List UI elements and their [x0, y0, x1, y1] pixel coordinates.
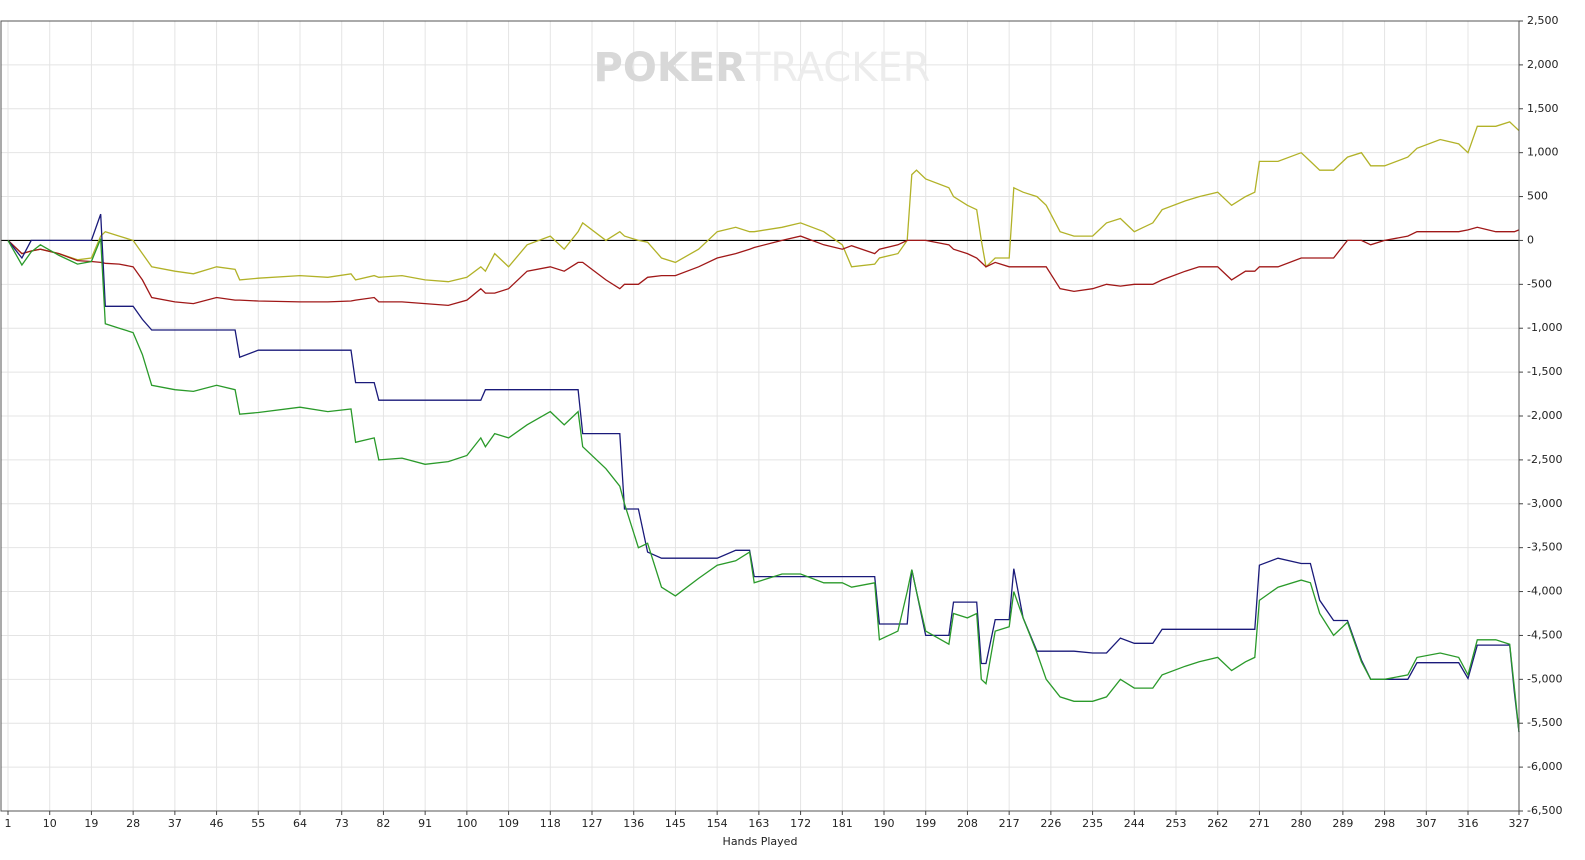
x-tick-label: 327 [1509, 817, 1530, 830]
x-tick-label: 289 [1332, 817, 1353, 830]
x-tick-label: 244 [1124, 817, 1145, 830]
y-tick-label: -4,500 [1527, 628, 1562, 641]
series-line [7, 213, 1520, 733]
x-tick-label: 280 [1291, 817, 1312, 830]
y-tick-label: 1,000 [1527, 146, 1559, 159]
x-tick-label: 55 [251, 817, 265, 830]
watermark: POKERTRACKER [594, 45, 931, 91]
x-tick-label: 154 [707, 817, 728, 830]
x-tick-label: 37 [168, 817, 182, 830]
x-tick-label: 10 [43, 817, 57, 830]
x-tick-label: 19 [84, 817, 98, 830]
x-tick-label: 73 [335, 817, 349, 830]
y-tick-label: -6,500 [1527, 804, 1562, 817]
x-tick-label: 199 [915, 817, 936, 830]
y-tick-label: -3,000 [1527, 497, 1562, 510]
x-tick-label: 307 [1416, 817, 1437, 830]
x-tick-label: 262 [1207, 817, 1228, 830]
y-tick-label: -500 [1527, 277, 1552, 290]
x-tick-label: 91 [418, 817, 432, 830]
y-tick-label: 2,000 [1527, 58, 1559, 71]
watermark-part: TRACKER [745, 45, 931, 91]
x-tick-label: 1 [5, 817, 12, 830]
series-line [7, 238, 1520, 733]
y-tick-label: -4,000 [1527, 585, 1562, 598]
x-tick-label: 190 [874, 817, 895, 830]
x-tick-label: 298 [1374, 817, 1395, 830]
watermark-part: POKER [594, 45, 746, 91]
x-axis-label: Hands Played [723, 835, 798, 848]
x-tick-label: 235 [1082, 817, 1103, 830]
x-tick-label: 316 [1458, 817, 1479, 830]
x-tick-label: 127 [582, 817, 603, 830]
x-tick-label: 253 [1166, 817, 1187, 830]
y-tick-label: 1,500 [1527, 102, 1559, 115]
x-tick-label: 82 [376, 817, 390, 830]
x-tick-label: 28 [126, 817, 140, 830]
y-tick-label: -1,000 [1527, 321, 1562, 334]
lines [1, 121, 1520, 733]
y-tick-label: 500 [1527, 190, 1548, 203]
y-tick-label: -5,000 [1527, 672, 1562, 685]
x-tick-label: 109 [498, 817, 519, 830]
x-tick-label: 226 [1040, 817, 1061, 830]
x-tick-label: 181 [832, 817, 853, 830]
x-tick-label: 145 [665, 817, 686, 830]
y-tick-label: -2,000 [1527, 409, 1562, 422]
series-line [7, 121, 1520, 283]
y-tick-label: -5,500 [1527, 716, 1562, 729]
y-tick-label: -3,500 [1527, 541, 1562, 554]
x-tick-label: 136 [623, 817, 644, 830]
y-tick-label: -6,000 [1527, 760, 1562, 773]
y-tick-label: -1,500 [1527, 365, 1562, 378]
x-tick-label: 163 [748, 817, 769, 830]
x-tick-label: 271 [1249, 817, 1270, 830]
x-tick-label: 46 [210, 817, 224, 830]
grid [1, 20, 1520, 812]
x-tick-label: 100 [456, 817, 477, 830]
series-line [7, 226, 1520, 307]
x-tick-label: 208 [957, 817, 978, 830]
x-tick-label: 118 [540, 817, 561, 830]
y-tick-label: 0 [1527, 233, 1534, 246]
y-tick-label: 2,500 [1527, 14, 1559, 27]
x-tick-label: 64 [293, 817, 307, 830]
y-tick-label: -2,500 [1527, 453, 1562, 466]
x-tick-label: 217 [999, 817, 1020, 830]
x-tick-label: 172 [790, 817, 811, 830]
